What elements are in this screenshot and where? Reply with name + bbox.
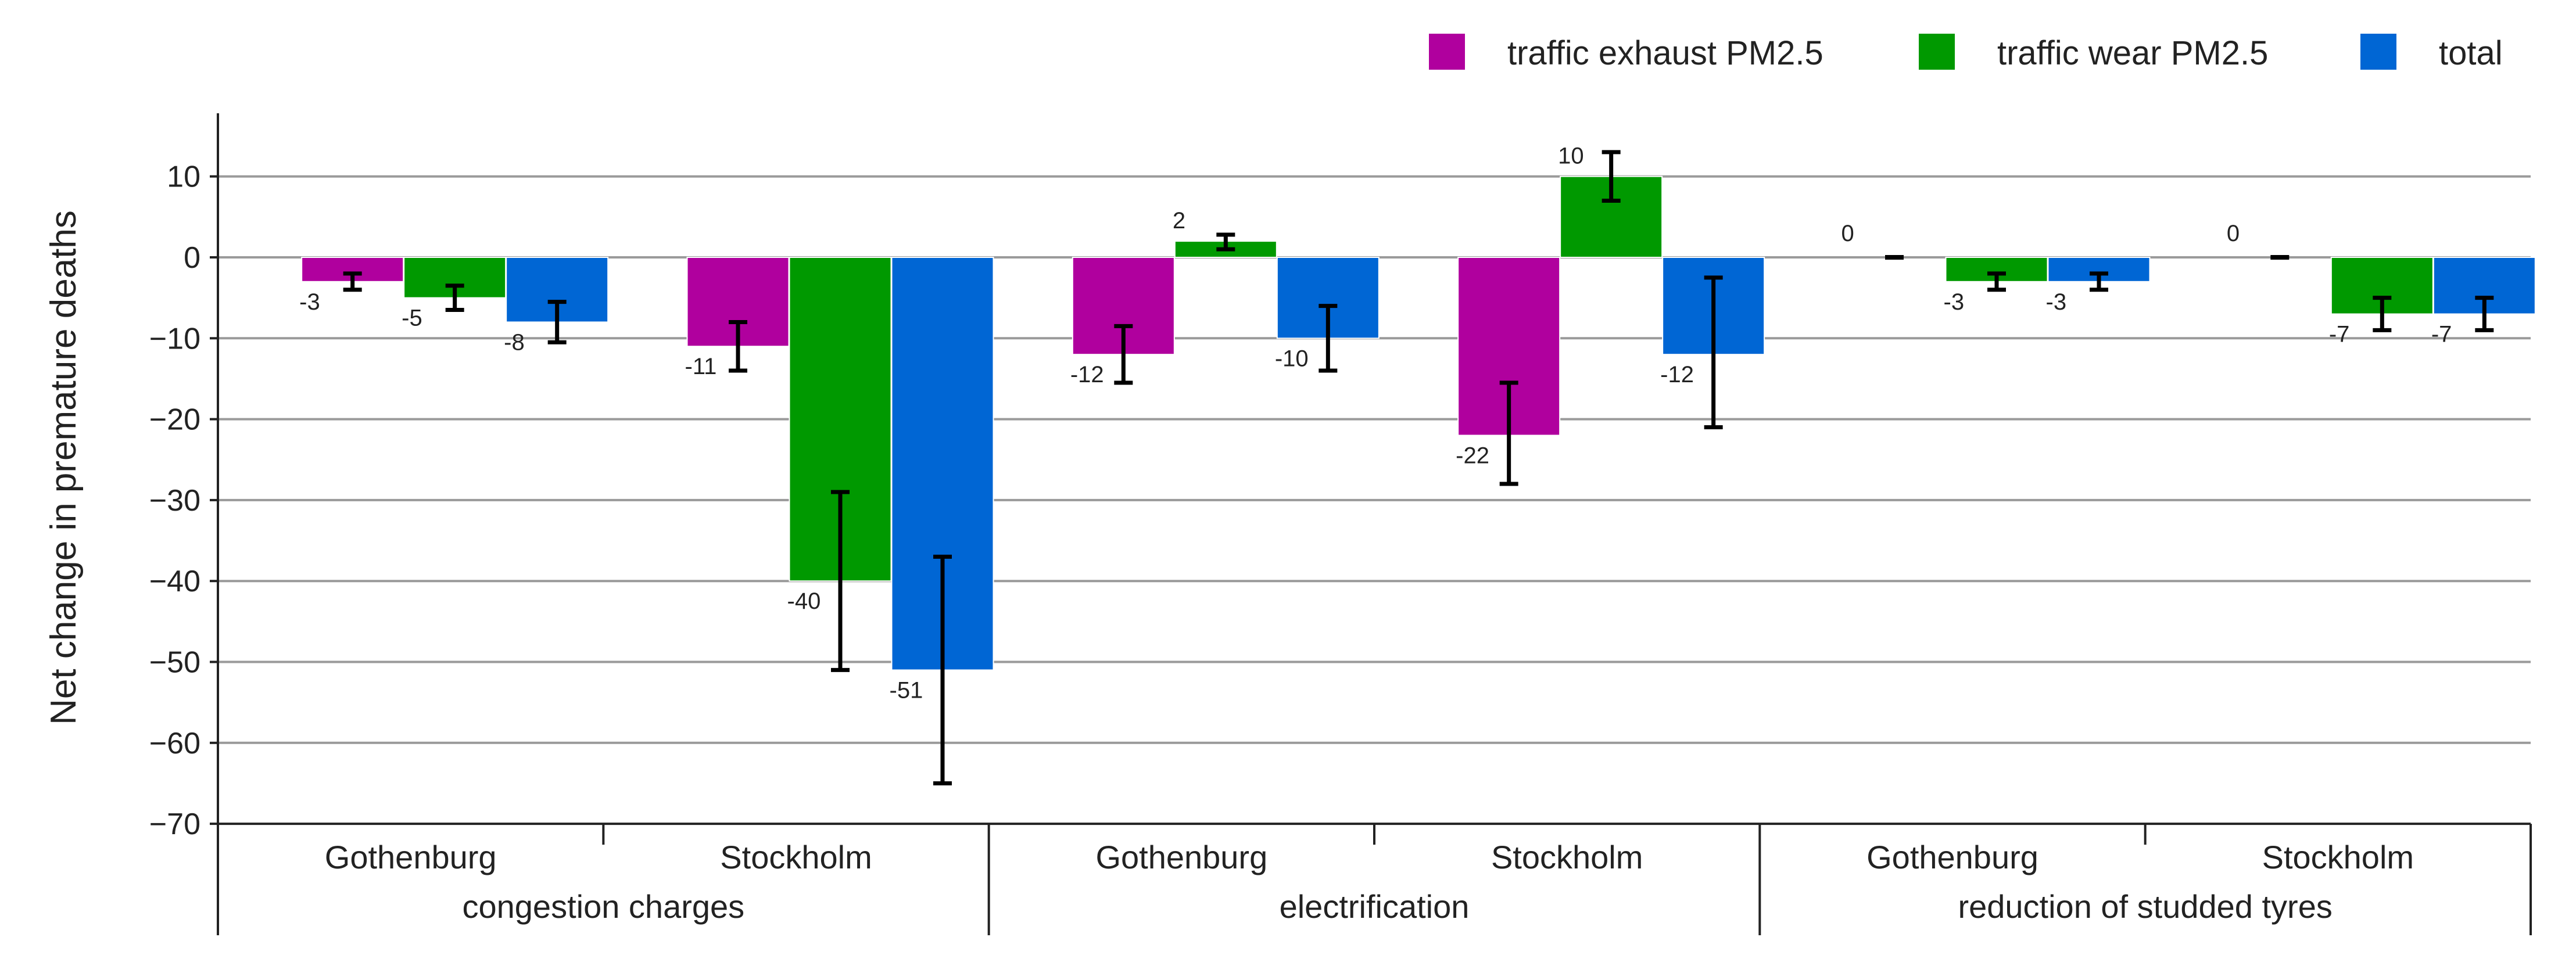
y-tick-label: −10 [149, 322, 200, 356]
data-label: -12 [1660, 362, 1694, 387]
bars [301, 175, 2536, 671]
y-axis-ticks: 10 0 −10 −20 −30 −40 −50 −60 −70 [149, 160, 218, 841]
axes [217, 113, 2532, 935]
y-tick-label: −40 [149, 565, 200, 598]
x-category-label: Gothenburg [325, 839, 497, 875]
data-label: -7 [2329, 322, 2350, 347]
data-label: -22 [1456, 443, 1489, 468]
data-label: 0 [2227, 221, 2240, 246]
y-axis-title: Net change in premature deaths [44, 210, 84, 725]
legend-swatch [1919, 34, 1955, 70]
data-label: -10 [1275, 346, 1309, 371]
legend-label: total [2439, 34, 2503, 72]
data-label: 0 [1841, 221, 1854, 246]
data-label: -51 [890, 677, 923, 703]
y-tick-label: −60 [149, 727, 200, 760]
y-tick-label: −30 [149, 484, 200, 518]
data-label: -7 [2431, 322, 2452, 347]
data-labels: -3 -5 -8 -11 -40 -51 -12 2 -10 -22 10 -12 0 -3 -3 0 -7 -7 [299, 143, 2452, 703]
y-tick-label: 10 [167, 160, 200, 194]
x-category-label: Gothenburg [1095, 839, 1267, 875]
x-category-label: Stockholm [2262, 839, 2414, 875]
data-label: 10 [1558, 143, 1584, 169]
data-label: -8 [504, 329, 525, 355]
legend-label: traffic exhaust PM2.5 [1507, 34, 1823, 72]
data-label: -3 [2046, 289, 2067, 315]
data-label: -3 [1944, 289, 1965, 315]
x-category-label: Stockholm [1491, 839, 1643, 875]
error-bars [343, 150, 2494, 785]
bar [1457, 257, 1561, 436]
legend-swatch [2360, 34, 2396, 70]
legend-swatch [1429, 34, 1465, 70]
x-group-label: electrification [1280, 888, 1470, 925]
x-axis-categories: Gothenburg Stockholm congestion charges Got… [325, 839, 2414, 925]
legend: traffic exhaust PM2.5 traffic wear PM2.5 t… [1429, 34, 2503, 72]
x-group-label: congestion charges [463, 888, 745, 925]
data-label: -12 [1070, 362, 1104, 387]
data-label: -11 [685, 354, 717, 379]
data-label: -5 [402, 306, 422, 331]
x-category-label: Stockholm [720, 839, 872, 875]
data-label: 2 [1173, 208, 1185, 234]
data-label: -3 [299, 289, 320, 315]
bar [2330, 257, 2434, 315]
y-tick-label: 0 [184, 241, 200, 275]
y-tick-label: −50 [149, 646, 200, 680]
y-tick-label: −70 [149, 807, 200, 841]
x-category-label: Gothenburg [1866, 839, 2038, 875]
x-group-label: reduction of studded tyres [1958, 888, 2332, 925]
legend-label: traffic wear PM2.5 [1997, 34, 2268, 72]
data-label: -40 [787, 588, 821, 614]
y-tick-label: −20 [149, 403, 200, 437]
